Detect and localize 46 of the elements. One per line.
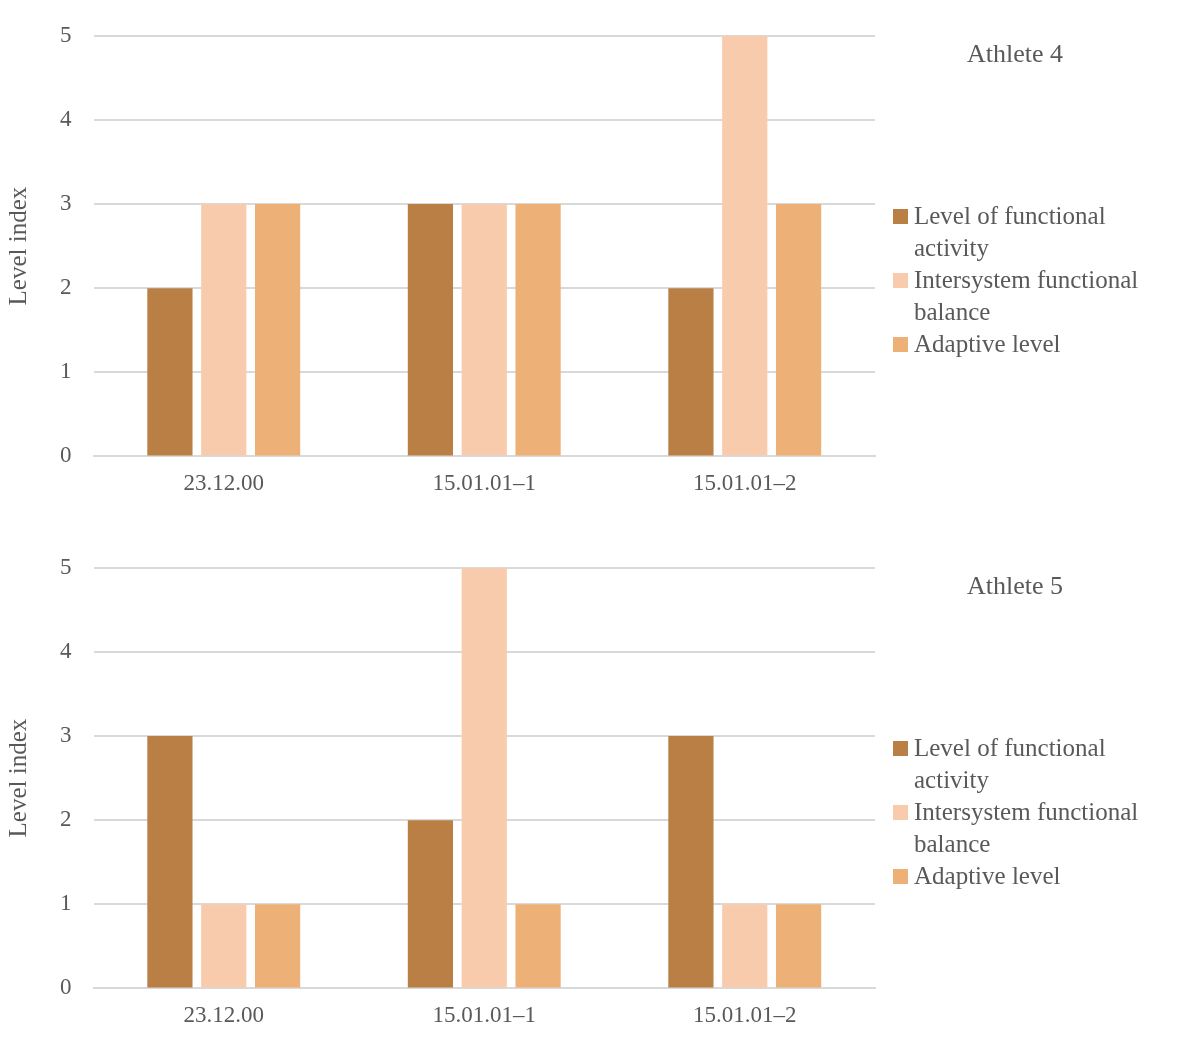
y-axis-title: Level index — [3, 186, 31, 306]
y-tick-label: 5 — [60, 553, 72, 579]
bar — [461, 567, 507, 988]
x-tick-label: 15.01.01–2 — [693, 1002, 797, 1028]
y-tick-label: 3 — [60, 722, 72, 748]
bar — [722, 904, 768, 988]
y-tick-label: 1 — [60, 358, 72, 384]
bar — [668, 288, 714, 456]
y-tick-label: 4 — [60, 105, 72, 131]
x-tick-label: 15.01.01–1 — [432, 470, 536, 496]
bar — [407, 204, 454, 456]
y-tick-label: 0 — [60, 974, 72, 1000]
bar — [722, 35, 768, 456]
y-tick-label: 5 — [60, 21, 72, 47]
bar — [775, 204, 822, 456]
legend-label: Intersystem functional balance — [914, 265, 1140, 327]
x-tick-label: 15.01.01–1 — [432, 1002, 536, 1028]
bar — [407, 820, 454, 988]
bar — [254, 204, 301, 456]
bar — [254, 904, 301, 988]
y-tick-label: 3 — [60, 190, 72, 216]
bar — [201, 904, 247, 988]
y-tick-label: 1 — [60, 890, 72, 916]
y-tick-label: 2 — [60, 274, 72, 300]
y-axis-title: Level index — [3, 718, 31, 838]
legend-label: Level of functional activity — [914, 733, 1107, 795]
legend-label: Adaptive level — [914, 861, 1061, 891]
bar — [201, 204, 247, 456]
bar — [515, 904, 561, 988]
x-tick-label: 23.12.00 — [183, 1002, 264, 1028]
legend-label: Level of functional activity — [914, 201, 1107, 263]
y-tick-label: 0 — [60, 442, 72, 468]
y-tick-label: 2 — [60, 806, 72, 832]
x-tick-label: 15.01.01–2 — [693, 470, 797, 496]
bar — [461, 204, 507, 456]
y-tick-label: 4 — [60, 637, 72, 663]
bar — [775, 904, 822, 988]
bar — [147, 288, 193, 456]
bar — [147, 736, 193, 988]
text: Athlete 5 — [966, 570, 1064, 600]
legend-label: Intersystem functional balance — [914, 797, 1140, 859]
legend-label: Adaptive level — [914, 329, 1061, 359]
text: Athlete 4 — [966, 38, 1064, 68]
x-tick-label: 23.12.00 — [183, 470, 264, 496]
bar — [668, 736, 714, 988]
bar — [515, 204, 561, 456]
